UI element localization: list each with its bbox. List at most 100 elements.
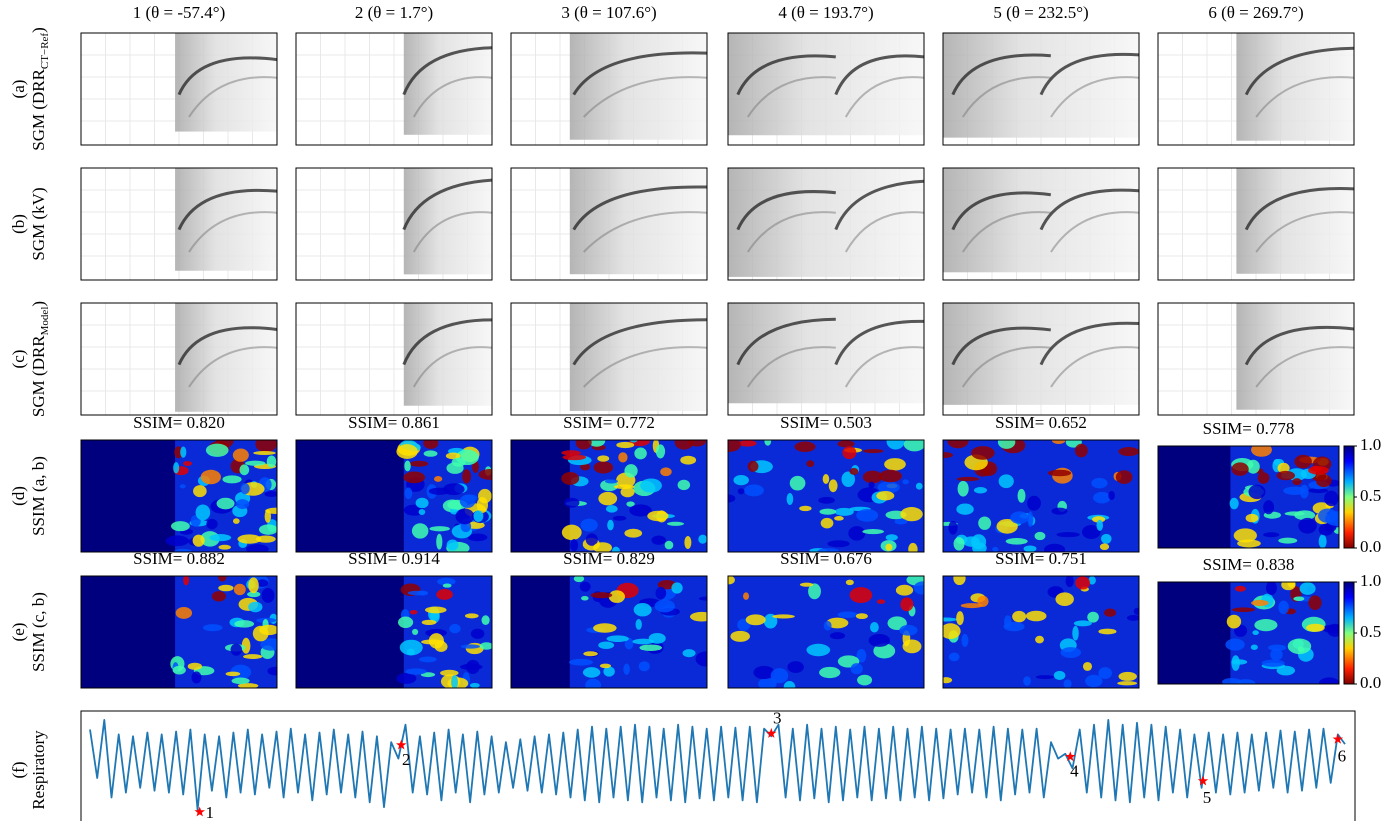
ssim-blob bbox=[978, 516, 991, 529]
ssim-blob bbox=[953, 572, 965, 586]
ssim-blob bbox=[449, 624, 460, 633]
ssim-blob bbox=[1004, 615, 1011, 628]
ssim-blob bbox=[1225, 639, 1244, 651]
ssim-blob bbox=[678, 480, 690, 490]
ssim-blob bbox=[209, 534, 231, 541]
ssim-blob bbox=[949, 652, 960, 661]
ssim-blob bbox=[1075, 576, 1090, 589]
ssim-blob bbox=[856, 509, 878, 522]
ssim-blob bbox=[1254, 619, 1277, 631]
phase-marker-label: 2 bbox=[402, 750, 411, 769]
ssim-blob bbox=[1108, 491, 1115, 500]
ssim-blob bbox=[807, 644, 831, 656]
ssim-blob bbox=[424, 450, 438, 456]
sgm-image bbox=[728, 303, 924, 415]
sgm-image bbox=[1158, 33, 1354, 145]
ssim-blob bbox=[829, 479, 838, 492]
ssim-blob bbox=[248, 602, 262, 613]
ssim-map bbox=[723, 574, 932, 692]
ssim-blob bbox=[688, 436, 706, 447]
ssim-blob bbox=[1232, 607, 1255, 612]
ssim-blob bbox=[1054, 671, 1066, 680]
ssim-blob bbox=[1056, 532, 1079, 537]
colorbar-tick-label: 1.0 bbox=[1360, 435, 1381, 454]
ssim-blob bbox=[1035, 636, 1044, 644]
ssim-blob bbox=[956, 611, 964, 625]
ssim-blob bbox=[180, 446, 186, 457]
row-label: SGM (DRRModel) bbox=[29, 301, 51, 417]
row-index: (d) bbox=[9, 486, 28, 506]
phase-marker-label: 4 bbox=[1070, 762, 1079, 781]
ssim-title: SSIM= 0.914 bbox=[348, 549, 440, 568]
ssim-blob bbox=[667, 522, 684, 526]
ssim-blob bbox=[850, 468, 859, 475]
ssim-map bbox=[81, 573, 284, 689]
ssim-blob bbox=[462, 469, 471, 483]
ssim-blob bbox=[1072, 626, 1078, 641]
ssim-map bbox=[296, 437, 501, 554]
ssim-blob bbox=[470, 683, 480, 688]
ssim-blob bbox=[1098, 629, 1116, 635]
ssim-blob bbox=[583, 651, 598, 656]
ssim-blob bbox=[656, 444, 665, 458]
colorbar-tick-label: 0.5 bbox=[1360, 486, 1381, 505]
ssim-blob bbox=[597, 455, 609, 461]
ssim-blob bbox=[1249, 485, 1266, 500]
ssim-blob bbox=[407, 649, 415, 656]
ssim-blob bbox=[746, 614, 766, 625]
ssim-map bbox=[718, 434, 926, 556]
ssim-blob bbox=[639, 661, 650, 671]
ssim-blob bbox=[660, 467, 672, 476]
ssim-blob bbox=[800, 583, 813, 587]
ssim-blob bbox=[1251, 644, 1258, 650]
ssim-blob bbox=[166, 535, 189, 546]
anatomy bbox=[728, 33, 924, 135]
ssim-blob bbox=[231, 644, 242, 656]
ssim-blob bbox=[1300, 485, 1309, 499]
ssim-map bbox=[296, 576, 493, 689]
ssim-blob bbox=[1087, 612, 1099, 623]
sgm-image bbox=[943, 33, 1139, 145]
ssim-blob bbox=[398, 617, 413, 629]
colorbar-tick-label: 0.0 bbox=[1360, 537, 1381, 556]
colorbar bbox=[1344, 582, 1354, 684]
ssim-blob bbox=[1104, 608, 1116, 616]
ssim-blob bbox=[1026, 611, 1047, 622]
ssim-blob bbox=[460, 495, 476, 508]
ssim-blob bbox=[1316, 475, 1332, 487]
ssim-blob bbox=[259, 625, 279, 635]
ssim-blob bbox=[885, 544, 892, 551]
figure: 1 (θ = -57.4°)2 (θ = 1.7°)3 (θ = 107.6°)… bbox=[0, 0, 1386, 821]
ssim-blob bbox=[412, 523, 428, 538]
ssim-map bbox=[937, 434, 1139, 556]
ssim-blob bbox=[1263, 532, 1279, 537]
ssim-blob bbox=[606, 635, 628, 642]
ssim-blob bbox=[581, 596, 589, 601]
row-label-text: SGM (kV) bbox=[29, 187, 48, 260]
colorbar-tick-label: 0.5 bbox=[1360, 622, 1381, 641]
ssim-blob bbox=[821, 518, 834, 529]
ssim-blob bbox=[636, 619, 642, 630]
ssim-blob bbox=[234, 620, 254, 628]
ssim-blob bbox=[649, 633, 666, 644]
ssim-blob bbox=[581, 519, 598, 532]
ssim-blob bbox=[593, 623, 617, 633]
ssim-title: SSIM= 0.838 bbox=[1203, 555, 1295, 574]
row-index: (f) bbox=[9, 762, 28, 779]
ssim-blob bbox=[218, 585, 233, 592]
sgm-image bbox=[296, 303, 492, 415]
ssim-blob bbox=[233, 449, 249, 462]
ssim-blob bbox=[265, 510, 271, 523]
ssim-blob bbox=[787, 493, 794, 505]
ssim-blob bbox=[1235, 586, 1246, 592]
ssim-blob bbox=[733, 475, 748, 485]
ssim-blob bbox=[1262, 660, 1285, 667]
ssim-title: SSIM= 0.652 bbox=[995, 413, 1087, 432]
column-title: 3 (θ = 107.6°) bbox=[561, 3, 656, 22]
ssim-map bbox=[511, 435, 707, 557]
anatomy bbox=[570, 168, 707, 274]
ssim-blob bbox=[1281, 579, 1295, 590]
ssim-blob bbox=[651, 536, 666, 545]
ssim-blob bbox=[447, 539, 459, 550]
ssim-blob bbox=[895, 519, 908, 525]
